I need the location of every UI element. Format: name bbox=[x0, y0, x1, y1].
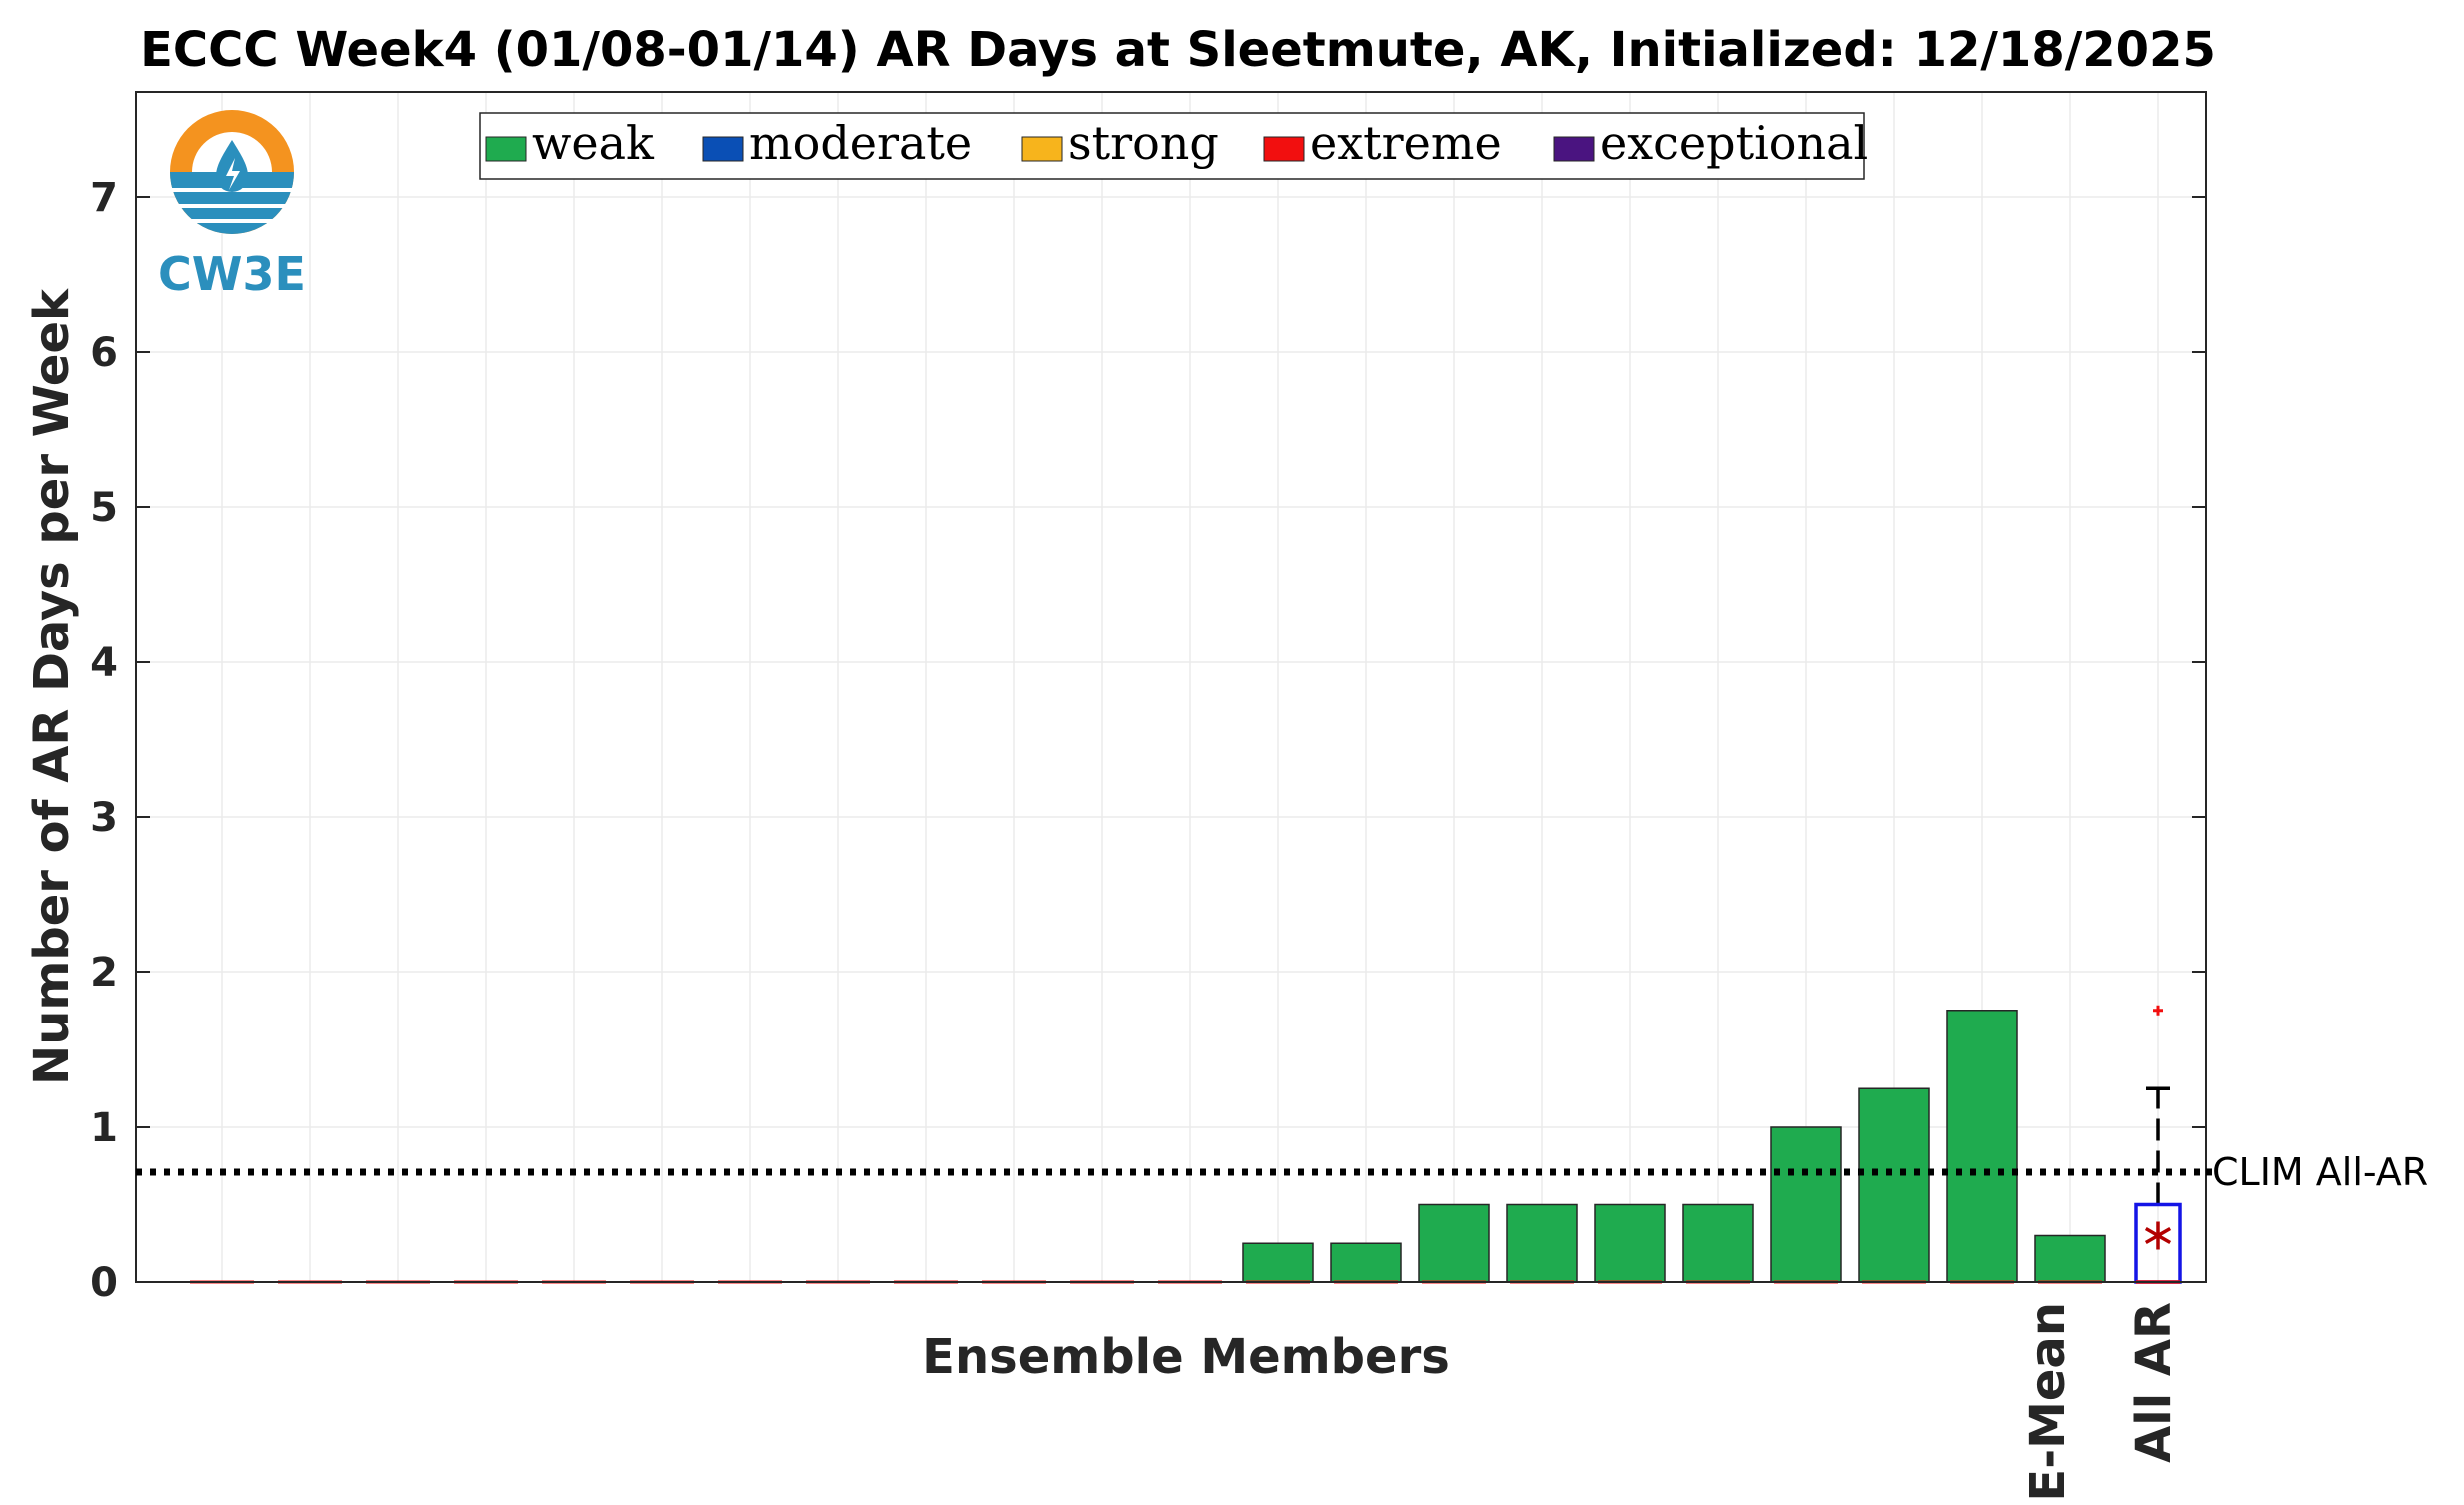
member-bar bbox=[1858, 1087, 1930, 1283]
bar-layer bbox=[190, 1010, 2106, 1284]
climatology-label: CLIM All-AR bbox=[2212, 1150, 2428, 1194]
legend-swatch bbox=[1021, 136, 1063, 162]
legend-item-moderate: moderate bbox=[702, 116, 972, 170]
legend-item-strong: strong bbox=[1021, 116, 1219, 170]
y-tick-label: 7 bbox=[90, 175, 118, 221]
legend-label: strong bbox=[1068, 116, 1219, 170]
x-axis-label: Ensemble Members bbox=[922, 1329, 1450, 1385]
logo-water-base bbox=[170, 172, 294, 234]
chart-title: ECCC Week4 (01/08-01/14) AR Days at Slee… bbox=[140, 22, 2216, 78]
plot-area bbox=[136, 92, 2206, 1282]
y-axis-label: Number of AR Days per Week bbox=[24, 288, 80, 1085]
boxplot-mean-marker bbox=[2144, 1221, 2172, 1250]
legend-swatch bbox=[1263, 136, 1305, 162]
e-mean-label: E-Mean bbox=[2020, 1302, 2076, 1502]
y-tick-label: 0 bbox=[90, 1260, 118, 1306]
legend-swatch bbox=[702, 136, 744, 162]
legend-label: weak bbox=[532, 116, 655, 170]
logo-text: CW3E bbox=[158, 247, 306, 301]
member-bar bbox=[1330, 1242, 1402, 1283]
y-tick-label: 5 bbox=[90, 485, 118, 531]
y-tick-label: 3 bbox=[90, 795, 118, 841]
grid-layer bbox=[136, 92, 2206, 1282]
y-tick-label: 4 bbox=[90, 640, 118, 686]
legend-swatch bbox=[1553, 136, 1595, 162]
legend: weak moderate strong extreme exceptional bbox=[479, 112, 1868, 180]
member-bar bbox=[1770, 1126, 1842, 1283]
legend-item-extreme: extreme bbox=[1263, 116, 1502, 170]
member-bar bbox=[1242, 1242, 1314, 1283]
y-tick-label: 2 bbox=[90, 950, 118, 996]
y-tick-label: 1 bbox=[90, 1105, 118, 1151]
legend-item-weak: weak bbox=[485, 116, 655, 170]
ensemble-mean-bar bbox=[2034, 1234, 2106, 1283]
member-bar bbox=[1946, 1010, 2018, 1283]
legend-label: moderate bbox=[749, 116, 972, 170]
legend-item-exceptional: exceptional bbox=[1553, 116, 1868, 170]
plot-border bbox=[135, 91, 2207, 1283]
member-bar bbox=[1506, 1203, 1578, 1283]
all-ar-label: All AR bbox=[2126, 1302, 2182, 1463]
legend-label: extreme bbox=[1310, 116, 1502, 170]
legend-label: exceptional bbox=[1600, 116, 1868, 170]
lightning-icon bbox=[226, 158, 240, 190]
cw3e-logo: CW3E bbox=[158, 110, 306, 301]
legend-items: weak moderate strong extreme exceptional bbox=[485, 116, 1868, 170]
y-tick-label: 6 bbox=[90, 330, 118, 376]
y-axis-ticks: 0 1 2 3 4 5 6 7 bbox=[90, 175, 2206, 1306]
member-bar bbox=[1418, 1203, 1490, 1283]
legend-swatch bbox=[485, 136, 527, 162]
boxplot-outlier bbox=[2153, 1005, 2163, 1016]
member-bar bbox=[1594, 1203, 1666, 1283]
member-bar bbox=[1682, 1203, 1754, 1283]
